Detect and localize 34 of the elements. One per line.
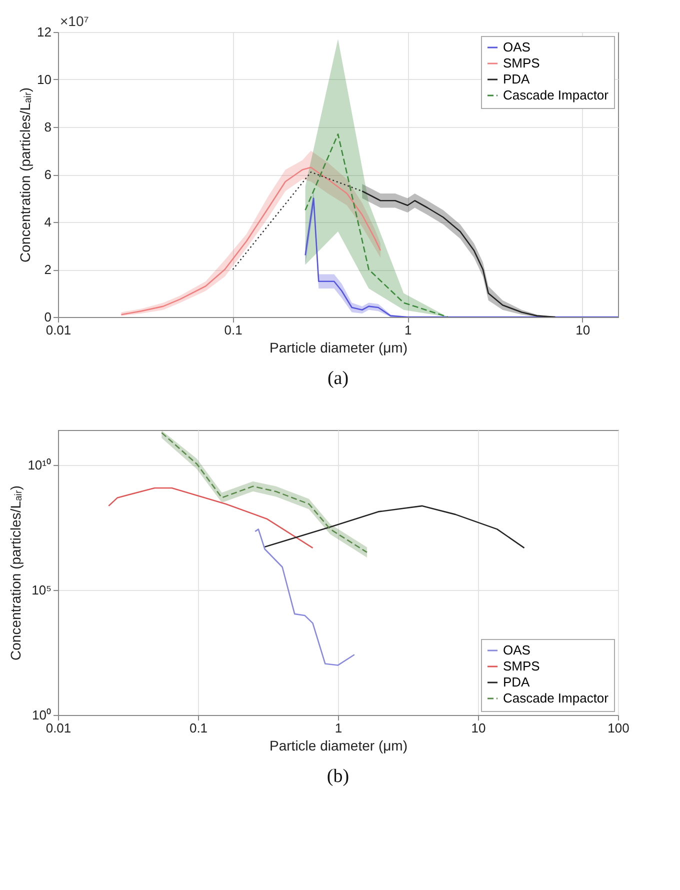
y-tick-label: 0 xyxy=(44,310,52,324)
x-tick-label: 10 xyxy=(576,322,590,338)
y-tick-label: 12 xyxy=(37,24,52,40)
x-axis-title: Particle diameter (μm) xyxy=(270,340,408,356)
x-tick-label: 0.01 xyxy=(46,322,72,338)
y-tick-label: 4 xyxy=(44,214,52,230)
y-tick-label: 10⁵ xyxy=(32,582,52,598)
y-tick-label: 10⁰ xyxy=(32,708,52,722)
y-tick-label: 10 xyxy=(37,72,52,87)
x-tick-label: 10 xyxy=(471,720,486,736)
y-tick-label: 8 xyxy=(44,120,52,134)
x-tick-label: 1 xyxy=(404,322,412,338)
legend-label: SMPS xyxy=(503,56,540,70)
x-axis-title: Particle diameter (μm) xyxy=(270,738,408,754)
text: ×10⁷ xyxy=(60,13,89,29)
legend-label: OAS xyxy=(503,642,531,658)
x-tick-label: 0.01 xyxy=(46,720,72,736)
legend-label: PDA xyxy=(503,72,530,86)
y-axis-title: Concentration (particles/Lₐᵢᵣ) xyxy=(8,486,24,660)
y-tick-label: 2 xyxy=(44,262,52,277)
x-tick-label: 100 xyxy=(608,720,630,736)
text: (a) xyxy=(327,368,349,389)
x-tick-label: 0.1 xyxy=(189,720,208,736)
x-tick-label: 0.1 xyxy=(224,322,242,338)
x-tick-label: 1 xyxy=(334,720,342,736)
y-tick-label: 6 xyxy=(44,167,52,182)
legend-label: Cascade Impactor xyxy=(503,690,610,706)
text: (b) xyxy=(326,766,350,787)
legend-label: SMPS xyxy=(503,658,540,674)
y-tick-label: 10¹⁰ xyxy=(28,457,52,472)
legend-label: OAS xyxy=(503,40,531,54)
y-axis-title: Concentration (particles/Lₐᵢᵣ) xyxy=(17,88,34,262)
legend-label: Cascade Impactor xyxy=(503,88,610,102)
legend-label: PDA xyxy=(503,674,530,690)
